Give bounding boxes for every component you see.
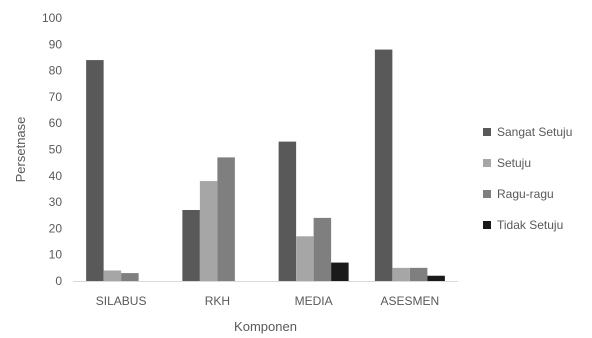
bar-ragu-ragu-media: [313, 217, 332, 281]
y-tick-label: 50: [49, 143, 63, 157]
y-tick-label: 10: [49, 248, 63, 262]
x-axis-ticks: SILABUS RKH MEDIA ASESMEN: [96, 294, 439, 308]
y-axis-ticks: 0 10 20 30 40 50 60 70 80 90 100: [42, 11, 62, 288]
bar-ragu-ragu-silabus: [121, 273, 139, 281]
y-tick-label: 80: [49, 64, 63, 78]
bar-setuju-rkh: [199, 181, 218, 281]
y-tick-label: 20: [49, 221, 63, 235]
y-tick-label: 30: [49, 195, 63, 209]
legend-swatch: [483, 128, 491, 136]
bar-setuju-silabus: [103, 270, 122, 281]
bar-sangat-setuju-rkh: [182, 209, 200, 281]
y-tick-label: 60: [49, 116, 63, 130]
bar-setuju-asesmen: [392, 267, 410, 281]
y-axis-label: Persetnase: [13, 117, 28, 183]
legend-label: Setuju: [497, 156, 531, 170]
bar-tidak-setuju-media: [331, 262, 349, 281]
legend-swatch: [483, 221, 491, 229]
y-tick-label: 100: [42, 11, 62, 25]
bar-ragu-ragu-rkh: [217, 157, 235, 281]
bar-tidak-setuju-asesmen: [427, 275, 445, 281]
x-tick-label: MEDIA: [295, 294, 333, 308]
legend-label: Sangat Setuju: [497, 125, 572, 139]
bar-sangat-setuju-silabus: [86, 60, 104, 281]
y-tick-label: 0: [55, 274, 62, 288]
x-tick-label: ASESMEN: [381, 294, 440, 308]
x-axis-label: Komponen: [234, 319, 297, 334]
x-tick-label: RKH: [205, 294, 230, 308]
bar-sangat-setuju-media: [278, 141, 297, 281]
legend-swatch: [483, 159, 491, 167]
legend-swatch: [483, 190, 491, 198]
legend: Sangat Setuju Setuju Ragu-ragu Tidak Setuju: [483, 125, 572, 232]
legend-label: Ragu-ragu: [497, 187, 554, 201]
bar-setuju-media: [296, 236, 314, 281]
y-tick-label: 90: [49, 37, 63, 51]
bar-ragu-ragu-asesmen: [409, 267, 428, 281]
legend-label: Tidak Setuju: [497, 218, 563, 232]
y-tick-label: 70: [49, 90, 63, 104]
bar-sangat-setuju-asesmen: [374, 49, 393, 282]
bars: [86, 49, 445, 282]
x-tick-label: SILABUS: [96, 294, 147, 308]
y-tick-label: 40: [49, 169, 63, 183]
